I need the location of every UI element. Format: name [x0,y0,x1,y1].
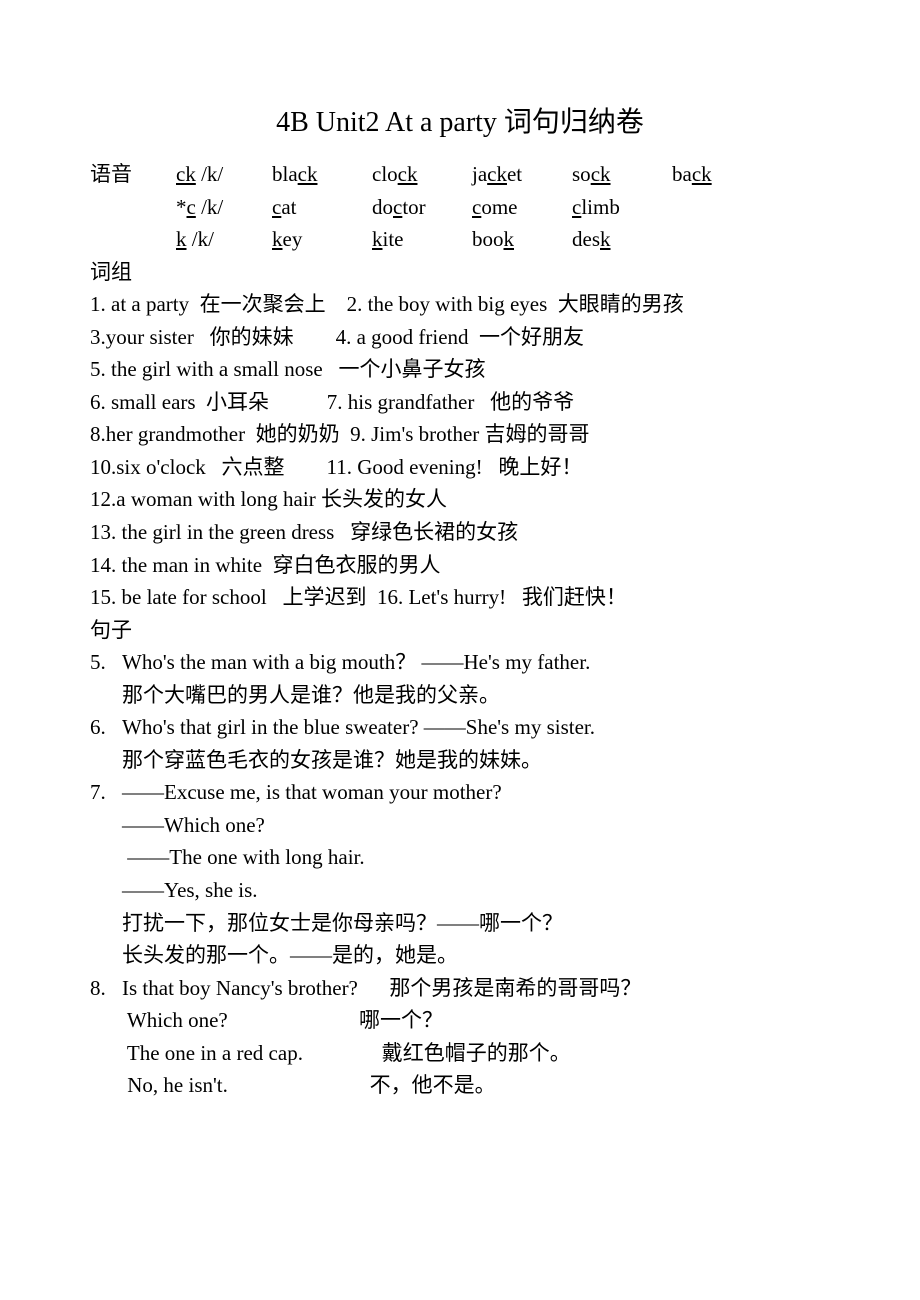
sentence-body: Who's that girl in the blue sweater? ——S… [122,711,830,776]
phrases-label: 词组 [90,256,830,289]
sentences-section: 5. Who's the man with a big mouth？ ——He'… [90,646,830,1102]
sentence-item: 5. Who's the man with a big mouth？ ——He'… [90,646,830,711]
phon-words: black clock jacket sock back [272,158,772,191]
phrase-line: 15. be late for school 上学迟到 16. Let's hu… [90,581,830,614]
phon-word: jacket [472,158,572,191]
sentence-body: Who's the man with a big mouth？ ——He's m… [122,646,830,711]
phrases-section: 1. at a party 在一次聚会上 2. the boy with big… [90,288,830,613]
phrase-line: 3.your sister 你的妹妹 4. a good friend 一个好朋… [90,321,830,354]
phrase-line: 5. the girl with a small nose 一个小鼻子女孩 [90,353,830,386]
phrase-line: 6. small ears 小耳朵 7. his grandfather 他的爷… [90,386,830,419]
sentence-line: Who's the man with a big mouth？ ——He's m… [122,646,830,679]
phon-word: sock [572,158,672,191]
sentence-body: ——Excuse me, is that woman your mother? … [122,776,830,971]
sentence-line: 那个大嘴巴的男人是谁？他是我的父亲。 [122,679,830,712]
phrase-line: 1. at a party 在一次聚会上 2. the boy with big… [90,288,830,321]
sentence-line: ——Excuse me, is that woman your mother? [122,776,830,809]
phon-word: key [272,223,372,256]
phon-pattern: k /k/ [176,223,272,256]
phon-word: desk [572,223,672,256]
sentence-line: ——Which one? [122,809,830,842]
phon-word: come [472,191,572,224]
phrase-line: 14. the man in white 穿白色衣服的男人 [90,549,830,582]
sentence-line: Is that boy Nancy's brother? 那个男孩是南希的哥哥吗… [122,972,830,1005]
phon-word: doctor [372,191,472,224]
phon-row: k /k/ key kite book desk [90,223,830,256]
sentence-number: 6. [90,711,122,776]
phon-words: key kite book desk [272,223,672,256]
sentence-body: Is that boy Nancy's brother? 那个男孩是南希的哥哥吗… [122,972,830,1102]
phon-words: cat doctor come climb [272,191,672,224]
phon-word: kite [372,223,472,256]
phrase-line: 10.six o'clock 六点整 11. Good evening! 晚上好… [90,451,830,484]
phrase-line: 13. the girl in the green dress 穿绿色长裙的女孩 [90,516,830,549]
sentence-line: 打扰一下，那位女士是你母亲吗？——哪一个？ [122,907,830,940]
phon-row: 语音 ck /k/ black clock jacket sock back [90,158,830,191]
sentence-line: Who's that girl in the blue sweater? ——S… [122,711,830,744]
sentence-line: The one in a red cap. 戴红色帽子的那个。 [122,1037,830,1070]
phon-word: back [672,158,772,191]
sentence-item: 6. Who's that girl in the blue sweater? … [90,711,830,776]
sentence-line: ——The one with long hair. [122,841,830,874]
phonetics-label: 语音 [90,158,176,191]
phrase-line: 12.a woman with long hair 长头发的女人 [90,483,830,516]
document-page: 4B Unit2 At a party 词句归纳卷 语音 ck /k/ blac… [0,0,920,1162]
phon-pattern: *c /k/ [176,191,272,224]
phon-word: cat [272,191,372,224]
sentence-item: 7. ——Excuse me, is that woman your mothe… [90,776,830,971]
phon-word: clock [372,158,472,191]
sentence-number: 5. [90,646,122,711]
phon-pattern: ck /k/ [176,158,272,191]
sentence-item: 8. Is that boy Nancy's brother? 那个男孩是南希的… [90,972,830,1102]
phonetics-section: 语音 ck /k/ black clock jacket sock back *… [90,158,830,256]
phon-word: climb [572,191,672,224]
sentence-line: No, he isn't. 不，他不是。 [122,1069,830,1102]
sentence-line: Which one? 哪一个？ [122,1004,830,1037]
phrase-line: 8.her grandmother 她的奶奶 9. Jim's brother … [90,418,830,451]
sentence-number: 7. [90,776,122,971]
phon-row: *c /k/ cat doctor come climb [90,191,830,224]
phon-word: black [272,158,372,191]
sentence-line: 那个穿蓝色毛衣的女孩是谁？她是我的妹妹。 [122,744,830,777]
phon-word: book [472,223,572,256]
page-title: 4B Unit2 At a party 词句归纳卷 [90,100,830,140]
sentence-number: 8. [90,972,122,1102]
sentence-line: 长头发的那一个。——是的，她是。 [122,939,830,972]
sentence-line: ——Yes, she is. [122,874,830,907]
sentences-label: 句子 [90,614,830,647]
